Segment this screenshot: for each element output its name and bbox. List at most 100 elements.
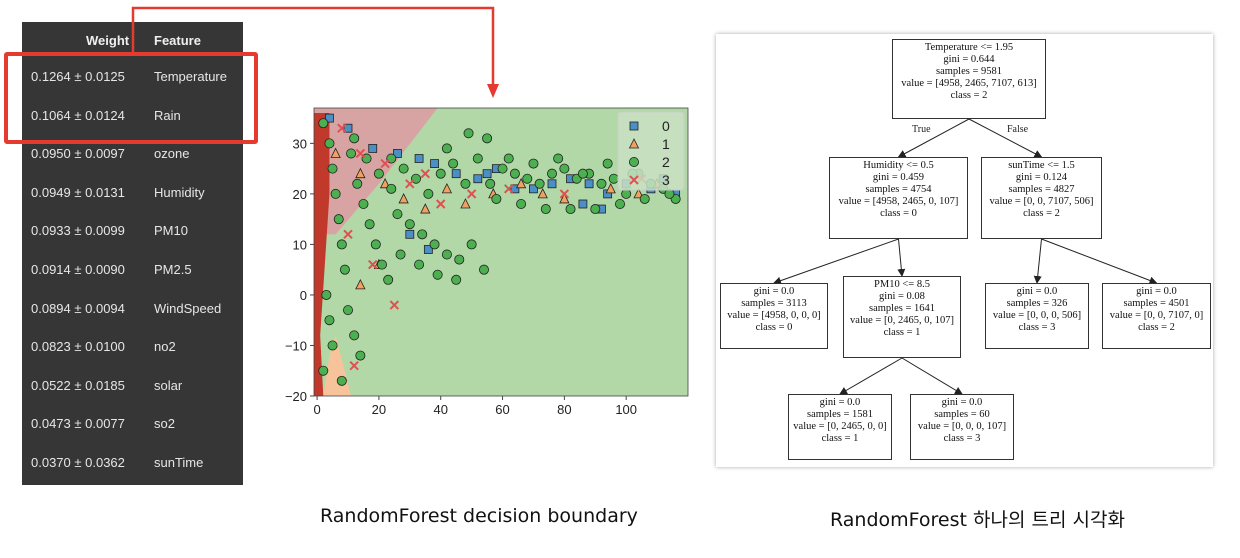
- tree-node-line: samples = 9581: [893, 66, 1045, 78]
- tree-node-suntime: sunTime <= 1.5 gini = 0.124 samples = 4827…: [981, 157, 1102, 239]
- data-point-class-0: [579, 200, 587, 208]
- tree-node-line: samples = 3113: [721, 298, 827, 310]
- data-point-class-2: [405, 220, 414, 229]
- data-point-class-2: [433, 270, 442, 279]
- data-point-class-2: [377, 260, 386, 269]
- tree-node-line: samples = 4501: [1103, 298, 1210, 310]
- x-tick-label: 100: [615, 402, 637, 416]
- tree-node-line: value = [0, 0, 0, 506]: [986, 310, 1088, 322]
- data-point-class-2: [622, 189, 631, 198]
- tree-edge: [1042, 239, 1157, 283]
- data-point-class-2: [442, 250, 451, 259]
- y-tick-label: 0: [300, 288, 307, 303]
- x-tick-label: 60: [495, 402, 509, 416]
- data-point-class-2: [418, 230, 427, 239]
- edge-label-true: True: [912, 124, 931, 135]
- tree-node-line: gini = 0.0: [986, 286, 1088, 298]
- caption-decision-boundary: RandomForest decision boundary: [320, 505, 638, 527]
- caption-tree: RandomForest 하나의 트리 시각화: [830, 505, 1125, 532]
- data-point-class-2: [384, 275, 393, 284]
- tree-node-line: gini = 0.08: [844, 291, 960, 303]
- tree-node-line: samples = 1641: [844, 303, 960, 315]
- data-point-class-2: [504, 154, 513, 163]
- data-point-class-2: [337, 240, 346, 249]
- data-point-class-0: [548, 180, 556, 188]
- data-point-class-2: [374, 169, 383, 178]
- data-point-class-2: [325, 316, 334, 325]
- data-point-class-2: [479, 265, 488, 274]
- data-point-class-2: [387, 184, 396, 193]
- tree-node-line: value = [0, 0, 7107, 506]: [982, 196, 1101, 208]
- edge-label-false: False: [1007, 124, 1028, 135]
- data-point-class-2: [665, 189, 674, 198]
- y-tick-label: 20: [293, 187, 307, 202]
- data-point-class-2: [486, 179, 495, 188]
- data-point-class-2: [359, 199, 368, 208]
- data-point-class-2: [442, 144, 451, 153]
- tree-node-line: samples = 4827: [982, 184, 1101, 196]
- data-point-class-2: [350, 331, 359, 340]
- data-point-class-2: [455, 255, 464, 264]
- tree-edge: [899, 239, 903, 276]
- tree-node-line: value = [0, 2465, 0, 0]: [789, 421, 891, 433]
- data-point-class-2: [498, 164, 507, 173]
- y-tick-label: 30: [293, 136, 307, 151]
- data-point-class-2: [516, 199, 525, 208]
- data-point-class-2: [322, 290, 331, 299]
- data-point-class-0: [369, 144, 377, 152]
- data-point-class-2: [566, 204, 575, 213]
- tree-node-leaf3a: gini = 0.0 samples = 326 value = [0, 0, 0,…: [985, 283, 1089, 349]
- tree-node-line: class = 2: [982, 208, 1101, 220]
- tree-node-line: gini = 0.0: [1103, 286, 1210, 298]
- tree-node-line: sunTime <= 1.5: [982, 160, 1101, 172]
- tree-node-line: samples = 4754: [830, 184, 967, 196]
- tree-node-leaf1: gini = 0.0 samples = 1581 value = [0, 2465…: [788, 394, 892, 460]
- x-tick-label: 80: [557, 402, 571, 416]
- data-point-class-2: [473, 154, 482, 163]
- decision-tree-panel: True False Temperature <= 1.95 gini = 0.6…: [716, 34, 1213, 467]
- data-point-class-2: [461, 179, 470, 188]
- data-point-class-0: [474, 175, 482, 183]
- tree-node-line: value = [4958, 0, 0, 0]: [721, 310, 827, 322]
- data-point-class-2: [615, 199, 624, 208]
- data-point-class-2: [452, 275, 461, 284]
- data-point-class-2: [464, 129, 473, 138]
- x-tick-label: 40: [433, 402, 447, 416]
- data-point-class-2: [467, 240, 476, 249]
- legend-box: [618, 112, 684, 190]
- legend-label: 0: [662, 118, 670, 134]
- tree-node-pm10: PM10 <= 8.5 gini = 0.08 samples = 1641 valu…: [843, 276, 961, 358]
- data-point-class-2: [535, 179, 544, 188]
- tree-node-leaf2: gini = 0.0 samples = 4501 value = [0, 0, 7…: [1102, 283, 1211, 349]
- tree-node-line: class = 2: [1103, 322, 1210, 334]
- data-point-class-2: [492, 194, 501, 203]
- legend-marker-0: [630, 122, 638, 130]
- data-point-class-2: [523, 174, 532, 183]
- tree-node-line: PM10 <= 8.5: [844, 279, 960, 291]
- data-point-class-2: [430, 240, 439, 249]
- tree-node-line: gini = 0.0: [721, 286, 827, 298]
- tree-node-line: class = 0: [830, 208, 967, 220]
- data-point-class-0: [585, 180, 593, 188]
- x-tick-label: 0: [313, 402, 320, 416]
- data-point-class-2: [399, 164, 408, 173]
- data-point-class-2: [603, 159, 612, 168]
- data-point-class-2: [325, 139, 334, 148]
- data-point-class-2: [334, 215, 343, 224]
- tree-node-line: gini = 0.0: [789, 397, 891, 409]
- tree-node-line: value = [0, 2465, 0, 107]: [844, 315, 960, 327]
- data-point-class-2: [393, 210, 402, 219]
- data-point-class-2: [578, 169, 587, 178]
- data-point-class-2: [328, 341, 337, 350]
- highlight-box: [4, 52, 258, 144]
- tree-node-root: Temperature <= 1.95 gini = 0.644 samples =…: [892, 39, 1046, 119]
- tree-node-line: Temperature <= 1.95: [893, 42, 1045, 54]
- data-point-class-0: [452, 170, 460, 178]
- data-point-class-2: [597, 179, 606, 188]
- data-point-class-2: [340, 265, 349, 274]
- tree-node-line: Humidity <= 0.5: [830, 160, 967, 172]
- data-point-class-2: [510, 169, 519, 178]
- data-point-class-2: [609, 174, 618, 183]
- y-tick-label: −10: [285, 338, 307, 353]
- data-point-class-2: [337, 376, 346, 385]
